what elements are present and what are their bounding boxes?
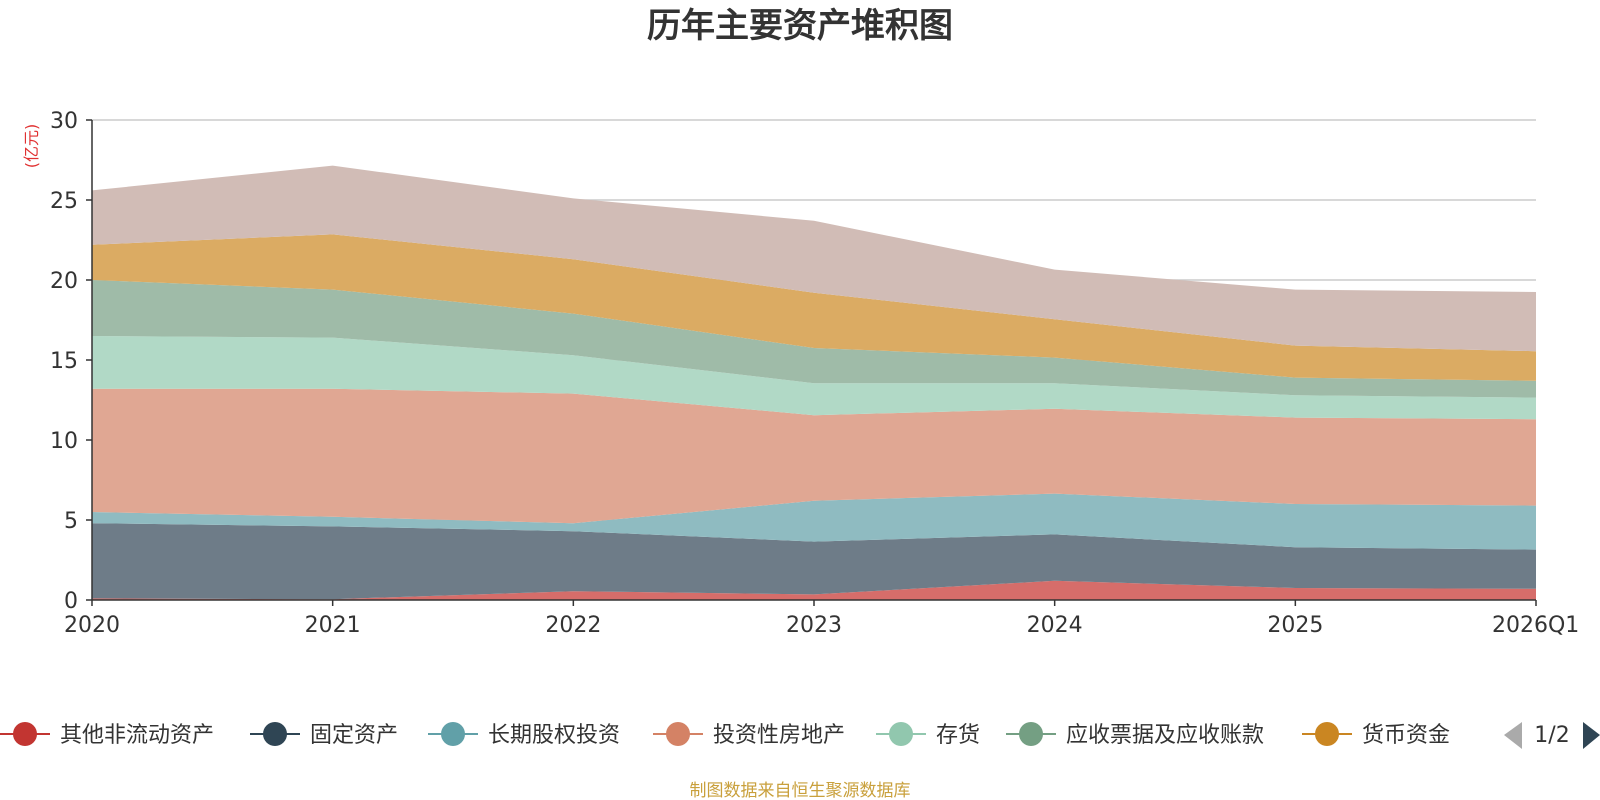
y-axis-unit: (亿元): [22, 124, 41, 169]
x-tick-label: 2022: [545, 613, 601, 638]
legend-marker-icon: [13, 722, 37, 746]
y-tick-label: 5: [64, 509, 78, 534]
legend-marker-icon: [666, 722, 690, 746]
y-tick-label: 15: [50, 349, 78, 374]
legend-item[interactable]: 其他非流动资产: [0, 722, 214, 748]
area-4[interactable]: [92, 336, 1536, 420]
x-tick-label: 2025: [1267, 613, 1323, 638]
legend-label: 其他非流动资产: [60, 723, 214, 748]
legend-marker-icon: [441, 722, 465, 746]
legend-label: 存货: [936, 723, 980, 748]
next-page-icon[interactable]: [1583, 722, 1600, 749]
area-series[interactable]: [92, 165, 1536, 600]
legend-label: 固定资产: [310, 723, 398, 748]
x-tick-label: 2020: [64, 613, 120, 638]
area-3[interactable]: [92, 388, 1536, 524]
y-tick-label: 10: [50, 429, 78, 454]
x-tick-label: 2023: [786, 613, 842, 638]
area-7[interactable]: [92, 165, 1536, 352]
legend-label: 长期股权投资: [488, 723, 620, 748]
legend-item[interactable]: 投资性房地产: [653, 722, 845, 748]
area-2[interactable]: [92, 493, 1536, 550]
legend-page-indicator: 1/2: [1534, 723, 1569, 748]
legend-item[interactable]: 应收票据及应收账款: [1006, 722, 1264, 748]
y-tick-label: 30: [50, 109, 78, 134]
y-tick-label: 0: [64, 589, 78, 614]
x-tick-label: 2024: [1027, 613, 1083, 638]
x-tick-label: 2026Q1: [1492, 613, 1579, 638]
legend-marker-icon: [889, 722, 913, 746]
legend-label: 投资性房地产: [713, 723, 845, 748]
prev-page-icon[interactable]: [1504, 722, 1522, 749]
y-tick-label: 20: [50, 269, 78, 294]
legend-marker-icon: [263, 722, 287, 746]
data-source-note: 制图数据来自恒生聚源数据库: [690, 781, 911, 800]
y-tick-label: 25: [50, 189, 78, 214]
legend-label: 货币资金: [1362, 723, 1450, 748]
x-tick-label: 2021: [305, 613, 361, 638]
legend-item[interactable]: 存货: [876, 722, 980, 748]
legend-item[interactable]: 固定资产: [250, 722, 398, 748]
legend-marker-icon: [1315, 722, 1339, 746]
legend-item[interactable]: 长期股权投资: [428, 722, 620, 748]
legend-pager[interactable]: 1/2: [1504, 722, 1600, 749]
area-5[interactable]: [92, 280, 1536, 398]
area-6[interactable]: [92, 234, 1536, 381]
legend-item[interactable]: 货币资金: [1302, 722, 1450, 748]
legend[interactable]: 其他非流动资产 固定资产 长期股权投资 投资性房地产 存货 应收票据及应收账款 货币资金: [0, 722, 1450, 748]
chart-title: 历年主要资产堆积图: [647, 6, 953, 46]
legend-label: 应收票据及应收账款: [1066, 723, 1264, 748]
legend-marker-icon: [1019, 722, 1043, 746]
area-1[interactable]: [92, 523, 1536, 600]
